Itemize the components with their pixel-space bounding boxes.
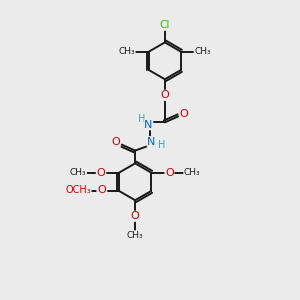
Text: CH₃: CH₃: [118, 46, 135, 56]
Text: CH₃: CH₃: [127, 231, 143, 240]
Text: CH₃: CH₃: [184, 168, 200, 177]
Text: CH₃: CH₃: [195, 46, 212, 56]
Text: OCH₃: OCH₃: [65, 185, 91, 195]
Text: N: N: [147, 137, 156, 147]
Text: CH₃: CH₃: [70, 168, 86, 177]
Text: Cl: Cl: [160, 20, 170, 30]
Text: O: O: [96, 168, 105, 178]
Text: H: H: [138, 114, 146, 124]
Text: O: O: [165, 168, 174, 178]
Text: O: O: [131, 211, 140, 221]
Text: O: O: [180, 109, 189, 119]
Text: N: N: [144, 120, 153, 130]
Text: O: O: [160, 90, 169, 100]
Text: O: O: [97, 185, 106, 195]
Text: O: O: [111, 137, 120, 147]
Text: H: H: [158, 140, 165, 150]
